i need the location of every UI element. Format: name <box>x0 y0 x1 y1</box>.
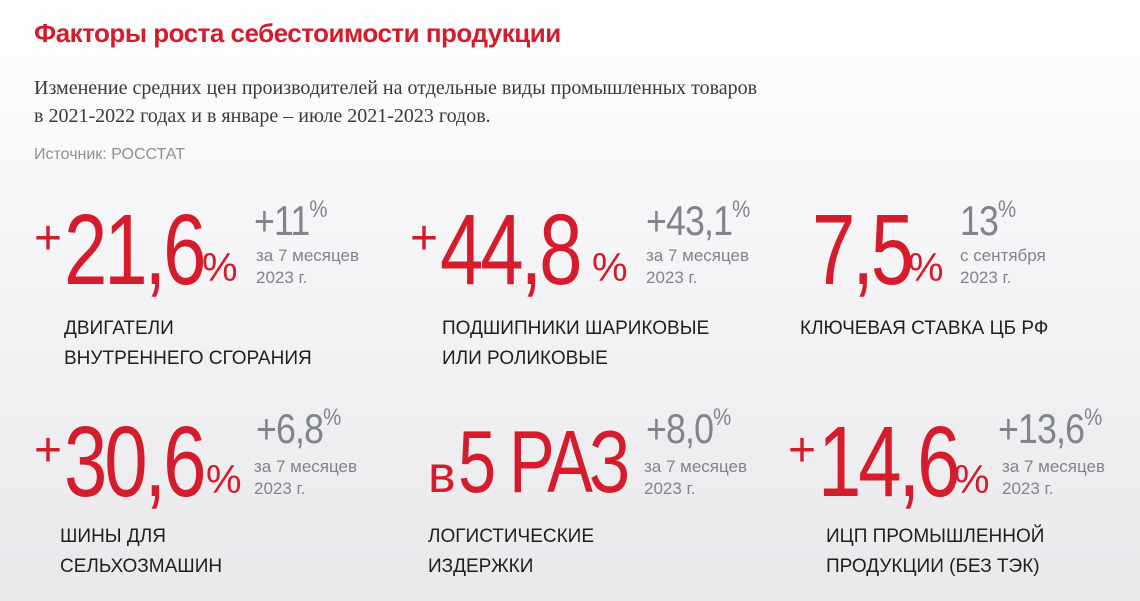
card-main-value: +44,8 <box>410 200 619 300</box>
page-title: Факторы роста себестоимости продукции <box>34 18 561 48</box>
card-side-note: за 7 месяцев 2023 г. <box>644 457 748 498</box>
card-side-value: +8,0% <box>646 404 731 452</box>
card-number: 44,8 <box>440 194 582 306</box>
card-side-value: +13,6% <box>998 404 1102 452</box>
card-number: 5 РАЗ <box>457 412 630 511</box>
card-label: ЛОГИСТИЧЕСКИЕ ИЗДЕРЖКИ <box>428 526 594 577</box>
card-side-note: за 7 месяцев 2023 г. <box>1002 457 1106 498</box>
card-side-value: +11% <box>254 196 328 244</box>
card-main-value: +30,6 <box>34 412 243 512</box>
card-label: ПОДШИПНИКИ ШАРИКОВЫЕ ИЛИ РОЛИКОВЫЕ <box>442 318 710 369</box>
card-unit: % <box>954 458 990 502</box>
card-number: 14,6 <box>818 406 960 518</box>
card-label: ИЦП ПРОМЫШЛЕННОЙ ПРОДУКЦИИ (БЕЗ ТЭК) <box>826 526 1045 577</box>
card-prefix: + <box>34 424 63 477</box>
card-side-note: с сентября 2023 г. <box>960 246 1046 287</box>
card-prefix: + <box>34 212 63 265</box>
card-prefix: + <box>788 424 817 477</box>
card-unit: % <box>908 246 944 290</box>
card-unit: % <box>206 458 242 502</box>
card-label: ШИНЫ ДЛЯ СЕЛЬХОЗМАШИН <box>60 526 223 577</box>
card-unit: % <box>202 246 238 290</box>
card-prefix: в <box>428 446 456 504</box>
card-label: ДВИГАТЕЛИ ВНУТРЕННЕГО СГОРАНИЯ <box>64 318 312 369</box>
card-side-note: за 7 месяцев 2023 г. <box>254 457 358 498</box>
card-side-value: +43,1% <box>646 196 750 244</box>
card-number: 21,6 <box>64 194 206 306</box>
card-side-value: +6,8% <box>256 404 341 452</box>
card-side-note: за 7 месяцев 2023 г. <box>256 246 360 287</box>
card-main-value: в5 РАЗ <box>428 412 675 512</box>
card-unit: % <box>592 246 628 290</box>
card-number: 30,6 <box>64 406 206 518</box>
card-number: 7,5 <box>812 194 914 306</box>
card-prefix: + <box>410 212 439 265</box>
card-main-value: +21,6 <box>34 200 243 300</box>
subtitle-line-1: Изменение средних цен производителей на … <box>34 77 758 99</box>
source-note: Источник: РОССТАТ <box>34 146 185 163</box>
card-side-value: 13% <box>960 196 1016 244</box>
subtitle-line-2: в 2021-2022 годах и в январе – июле 2021… <box>34 105 491 127</box>
card-main-value: 7,5 <box>812 200 939 300</box>
card-side-note: за 7 месяцев 2023 г. <box>646 246 750 287</box>
card-label: КЛЮЧЕВАЯ СТАВКА ЦБ РФ <box>800 318 1049 339</box>
subtitle: Изменение средних цен производителей на … <box>34 74 934 130</box>
card-main-value: +14,6 <box>788 412 997 512</box>
